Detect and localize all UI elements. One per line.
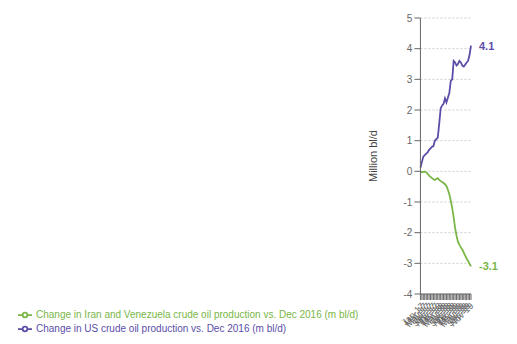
svg-text:4.1: 4.1 — [479, 40, 494, 52]
svg-text:2: 2 — [407, 105, 413, 116]
svg-text:0: 0 — [407, 166, 413, 177]
svg-text:3: 3 — [407, 74, 413, 85]
svg-text:4: 4 — [407, 43, 413, 54]
svg-text:-4: -4 — [404, 289, 413, 300]
svg-text:Nov-19: Nov-19 — [448, 301, 476, 329]
html-text:Change in US crude oil product: Change in US crude oil production vs. De… — [36, 322, 287, 334]
svg-text:-3: -3 — [404, 258, 413, 269]
svg-text:-3.1: -3.1 — [479, 260, 498, 272]
svg-text:-1: -1 — [404, 197, 413, 208]
html-text:Change in Iran and Venezuela c: Change in Iran and Venezuela crude oil p… — [36, 308, 359, 320]
svg-text:Million bl/d: Million bl/d — [367, 130, 379, 182]
svg-text:-2: -2 — [404, 227, 413, 238]
svg-text:5: 5 — [407, 13, 413, 24]
svg-text:1: 1 — [407, 135, 413, 146]
